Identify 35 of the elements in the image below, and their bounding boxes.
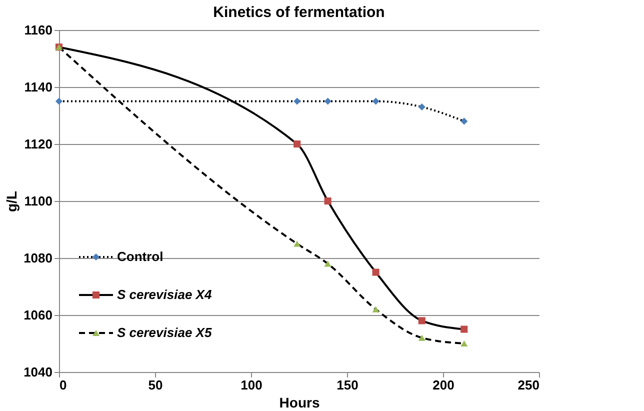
point [372, 98, 380, 105]
point [55, 98, 63, 105]
point [460, 118, 468, 125]
point [294, 98, 301, 105]
y-tick-label: 1140 [24, 80, 52, 94]
point [460, 340, 468, 347]
point [324, 197, 332, 205]
y-tick-label: 1160 [24, 22, 52, 38]
point [324, 98, 332, 105]
point [372, 268, 380, 276]
y-tick-label: 1080 [24, 250, 52, 266]
x-axis-title: Hours [279, 394, 320, 410]
x-tick-label: 150 [336, 378, 358, 392]
point [418, 103, 426, 110]
point [418, 317, 426, 324]
x-tick-label: 100 [240, 378, 262, 392]
x-tick-label: 200 [432, 378, 454, 392]
point [294, 140, 301, 148]
legend-label: S cerevisiae X5 [117, 325, 212, 340]
point [324, 260, 332, 267]
chart-title: Kinetics of fermentation [213, 4, 385, 21]
legend-label: S cerevisiae X4 [117, 287, 212, 302]
x-tick-label: 0 [60, 378, 67, 392]
x-tick-label: 50 [148, 378, 163, 392]
y-tick-label: 1100 [24, 194, 52, 208]
y-tick-label: 1040 [24, 364, 52, 380]
x-tick-label: 250 [518, 378, 540, 392]
point [418, 334, 426, 341]
point [460, 326, 468, 333]
y-tick-label: 1120 [24, 136, 52, 152]
legend-label: Control [117, 249, 164, 264]
y-tick-label: 1060 [24, 308, 52, 322]
y-axis-title: g/L [4, 190, 20, 212]
point [372, 306, 380, 312]
point [294, 240, 301, 247]
